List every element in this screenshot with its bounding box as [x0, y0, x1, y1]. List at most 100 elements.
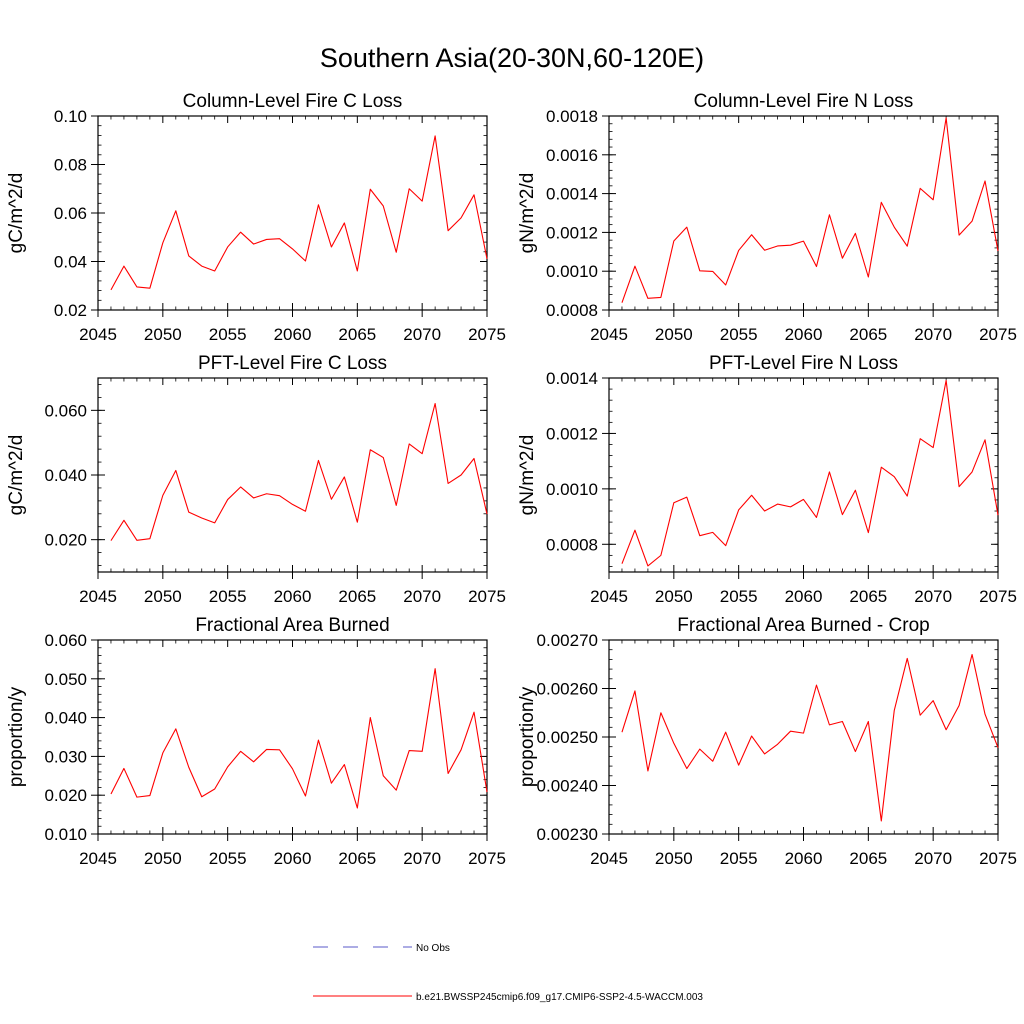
x-tick-label: 2060 — [785, 587, 823, 606]
x-tick-label: 2070 — [914, 587, 952, 606]
x-tick-label: 2075 — [979, 587, 1017, 606]
page-title: Southern Asia(20-30N,60-120E) — [320, 43, 704, 73]
y-tick-label: 0.00230 — [537, 825, 598, 844]
series-line-1 — [621, 379, 999, 567]
chart-panel-6: Fractional Area Burned - Crop proportion/… — [517, 615, 1017, 868]
y-axis-label: proportion/y — [517, 686, 538, 787]
y-tick-label: 0.020 — [44, 786, 87, 805]
x-tick-label: 2050 — [144, 587, 182, 606]
legend-label: b.e21.BWSSP245cmip6.f09_g17.CMIP6-SSP2-4… — [416, 992, 703, 1003]
y-axis-label: gN/m^2/d — [517, 173, 538, 254]
x-tick-label: 2070 — [914, 325, 952, 344]
x-tick-label: 2075 — [979, 849, 1017, 868]
x-tick-label: 2050 — [144, 325, 182, 344]
y-tick-label: 0.0008 — [546, 535, 598, 554]
y-tick-label: 0.040 — [44, 709, 87, 728]
x-tick-label: 2075 — [468, 849, 506, 868]
y-tick-label: 0.00260 — [537, 680, 598, 699]
legend-entry-2: b.e21.BWSSP245cmip6.f09_g17.CMIP6-SSP2-4… — [313, 992, 703, 1003]
x-tick-label: 2045 — [590, 587, 628, 606]
x-tick-label: 2065 — [338, 587, 376, 606]
x-tick-label: 2050 — [655, 849, 693, 868]
chart-title: Column-Level Fire N Loss — [694, 91, 914, 112]
x-tick-label: 2045 — [590, 849, 628, 868]
chart-panel-2: Column-Level Fire N Loss gN/m^2/d 2045 2050… — [517, 91, 1017, 344]
y-tick-label: 0.020 — [44, 531, 87, 550]
x-tick-label: 2055 — [720, 325, 758, 344]
x-tick-label: 2070 — [914, 849, 952, 868]
y-tick-label: 0.0018 — [546, 107, 598, 126]
chart-panel-3: PFT-Level Fire C Loss gC/m^2/d 2045 2050 205… — [6, 353, 506, 606]
chart-panel-1: Column-Level Fire C Loss gC/m^2/d 2045 2050… — [6, 91, 506, 344]
y-tick-label: 0.0010 — [546, 480, 598, 499]
y-tick-label: 0.0008 — [546, 301, 598, 320]
y-tick-label: 0.030 — [44, 747, 87, 766]
legend-label: No Obs — [416, 943, 450, 954]
series-line-1 — [110, 135, 488, 291]
y-tick-label: 0.060 — [44, 631, 87, 650]
x-tick-label: 2055 — [720, 587, 758, 606]
x-tick-label: 2070 — [403, 587, 441, 606]
series-line-1 — [621, 117, 999, 303]
y-tick-label: 0.0016 — [546, 146, 598, 165]
y-tick-label: 0.10 — [54, 107, 87, 126]
chart-title: PFT-Level Fire C Loss — [198, 353, 387, 374]
y-axis-label: gC/m^2/d — [6, 435, 27, 516]
x-tick-label: 2055 — [209, 849, 247, 868]
y-tick-label: 0.0012 — [546, 424, 598, 443]
x-tick-label: 2045 — [79, 325, 117, 344]
x-tick-label: 2060 — [785, 849, 823, 868]
y-tick-label: 0.060 — [44, 401, 87, 420]
x-tick-label: 2070 — [403, 849, 441, 868]
x-tick-label: 2050 — [144, 849, 182, 868]
x-tick-label: 2060 — [274, 849, 312, 868]
y-axis-label: gC/m^2/d — [6, 173, 27, 254]
x-tick-label: 2060 — [274, 325, 312, 344]
x-tick-label: 2060 — [785, 325, 823, 344]
y-tick-label: 0.08 — [54, 156, 87, 175]
series-line-1 — [110, 668, 488, 809]
chart-panel-5: Fractional Area Burned proportion/y 2045 20… — [6, 615, 506, 868]
y-tick-label: 0.0010 — [546, 262, 598, 281]
y-tick-label: 0.06 — [54, 204, 87, 223]
x-tick-label: 2050 — [655, 325, 693, 344]
y-tick-label: 0.00240 — [537, 777, 598, 796]
y-tick-label: 0.0014 — [546, 369, 598, 388]
x-tick-label: 2070 — [403, 325, 441, 344]
x-tick-label: 2065 — [849, 849, 887, 868]
x-tick-label: 2055 — [209, 587, 247, 606]
y-axis-label: proportion/y — [6, 686, 27, 787]
chart-panel-4: PFT-Level Fire N Loss gN/m^2/d 2045 2050 205… — [517, 353, 1017, 606]
x-tick-label: 2045 — [79, 587, 117, 606]
legend: No Obs b.e21.BWSSP245cmip6.f09_g17.CMIP6-… — [313, 943, 703, 1003]
y-tick-label: 0.010 — [44, 825, 87, 844]
x-tick-label: 2065 — [338, 325, 376, 344]
x-tick-label: 2075 — [468, 587, 506, 606]
x-tick-label: 2045 — [79, 849, 117, 868]
series-line-1 — [110, 402, 488, 541]
series-line-1 — [621, 653, 999, 822]
y-tick-label: 0.00250 — [537, 728, 598, 747]
x-tick-label: 2075 — [468, 325, 506, 344]
legend-entry-1: No Obs — [313, 943, 450, 954]
x-tick-label: 2045 — [590, 325, 628, 344]
y-tick-label: 0.00270 — [537, 631, 598, 650]
chart-title: Fractional Area Burned - Crop — [677, 615, 929, 636]
chart-title: PFT-Level Fire N Loss — [709, 353, 898, 374]
y-tick-label: 0.02 — [54, 301, 87, 320]
chart-title: Column-Level Fire C Loss — [183, 91, 403, 112]
y-tick-label: 0.040 — [44, 466, 87, 485]
x-tick-label: 2065 — [338, 849, 376, 868]
y-tick-label: 0.04 — [54, 253, 87, 272]
x-tick-label: 2065 — [849, 325, 887, 344]
x-tick-label: 2055 — [209, 325, 247, 344]
x-tick-label: 2055 — [720, 849, 758, 868]
y-tick-label: 0.050 — [44, 670, 87, 689]
x-tick-label: 2075 — [979, 325, 1017, 344]
x-tick-label: 2050 — [655, 587, 693, 606]
y-tick-label: 0.0012 — [546, 223, 598, 242]
y-axis-label: gN/m^2/d — [517, 435, 538, 516]
x-tick-label: 2065 — [849, 587, 887, 606]
y-tick-label: 0.0014 — [546, 185, 598, 204]
